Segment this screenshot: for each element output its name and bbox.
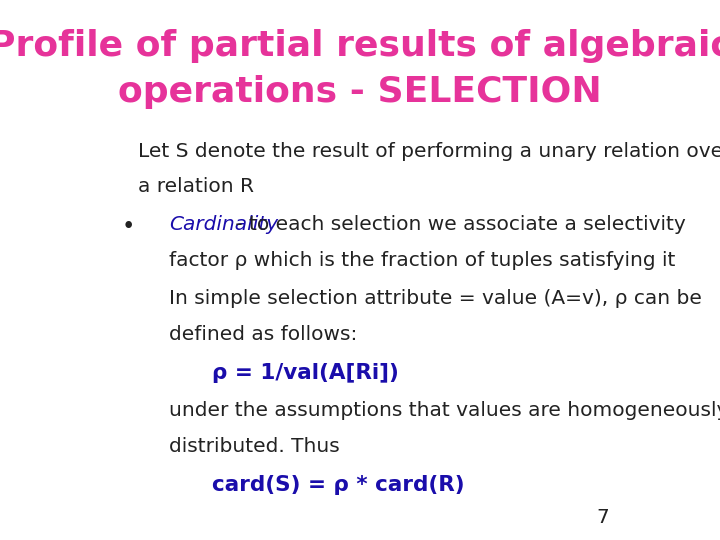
Text: - to each selection we associate a selectivity: - to each selection we associate a selec… xyxy=(229,215,686,234)
Text: 7: 7 xyxy=(596,508,609,526)
Text: Cardinality: Cardinality xyxy=(169,215,279,234)
Text: Profile of partial results of algebraic: Profile of partial results of algebraic xyxy=(0,30,720,64)
Text: In simple selection attribute = value (A=v), ρ can be: In simple selection attribute = value (A… xyxy=(169,289,702,308)
Text: under the assumptions that values are homogeneously: under the assumptions that values are ho… xyxy=(169,401,720,421)
Text: operations - SELECTION: operations - SELECTION xyxy=(118,75,602,109)
Text: distributed. Thus: distributed. Thus xyxy=(169,437,340,456)
Text: card(S) = ρ * card(R): card(S) = ρ * card(R) xyxy=(212,475,464,495)
Text: ρ = 1/val(A[Ri]): ρ = 1/val(A[Ri]) xyxy=(212,363,399,383)
Text: a relation R: a relation R xyxy=(138,177,253,196)
Text: •: • xyxy=(122,215,135,239)
Text: factor ρ which is the fraction of tuples satisfying it: factor ρ which is the fraction of tuples… xyxy=(169,251,675,270)
Text: Let S denote the result of performing a unary relation over: Let S denote the result of performing a … xyxy=(138,141,720,161)
Text: defined as follows:: defined as follows: xyxy=(169,325,358,343)
